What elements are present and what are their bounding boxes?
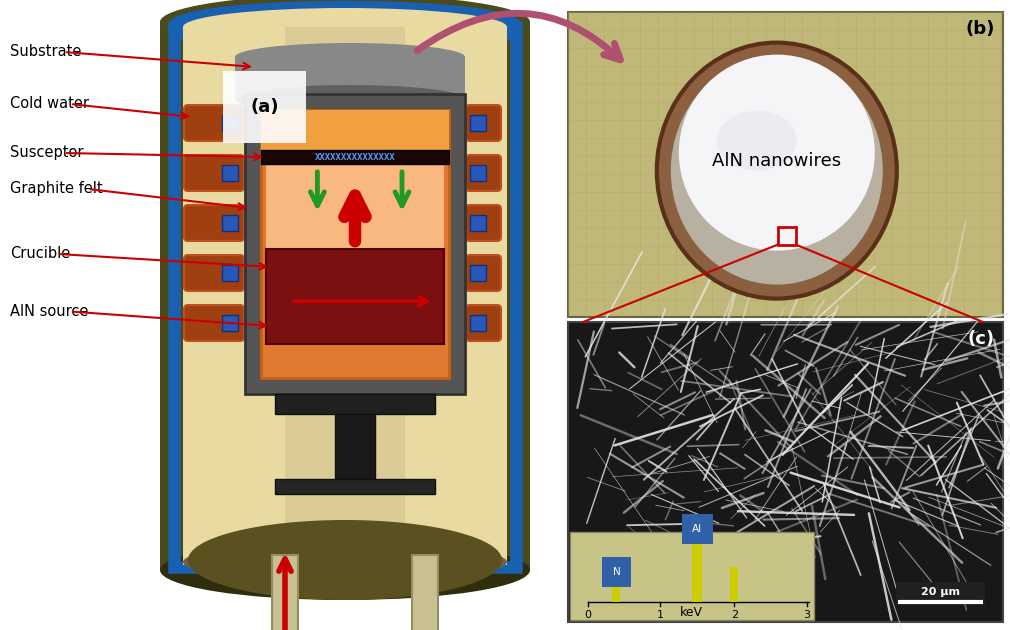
Ellipse shape: [183, 542, 507, 582]
Text: 3: 3: [803, 610, 810, 620]
FancyBboxPatch shape: [261, 110, 449, 150]
Text: (a): (a): [250, 98, 279, 116]
Text: Crucible: Crucible: [10, 246, 71, 261]
Text: 20 μm: 20 μm: [921, 587, 959, 597]
Ellipse shape: [235, 85, 465, 113]
Text: (b): (b): [966, 20, 995, 38]
FancyBboxPatch shape: [612, 580, 620, 602]
Text: 2: 2: [731, 610, 738, 620]
FancyBboxPatch shape: [235, 57, 465, 99]
FancyBboxPatch shape: [568, 322, 1003, 622]
FancyBboxPatch shape: [470, 265, 486, 281]
FancyBboxPatch shape: [222, 115, 238, 131]
FancyBboxPatch shape: [184, 155, 244, 191]
Text: (c): (c): [968, 330, 995, 348]
Ellipse shape: [160, 0, 530, 50]
FancyBboxPatch shape: [470, 165, 486, 181]
FancyBboxPatch shape: [466, 105, 501, 141]
FancyBboxPatch shape: [222, 315, 238, 331]
Text: Susceptor: Susceptor: [10, 146, 84, 161]
FancyBboxPatch shape: [570, 532, 814, 620]
Text: AlN source: AlN source: [10, 304, 89, 319]
FancyBboxPatch shape: [266, 249, 444, 344]
FancyBboxPatch shape: [470, 215, 486, 231]
FancyBboxPatch shape: [568, 12, 1003, 317]
FancyBboxPatch shape: [730, 567, 738, 602]
FancyBboxPatch shape: [275, 479, 435, 494]
Ellipse shape: [188, 520, 502, 600]
Text: Cold water: Cold water: [10, 96, 89, 112]
FancyBboxPatch shape: [184, 255, 244, 291]
FancyBboxPatch shape: [222, 165, 238, 181]
Ellipse shape: [183, 8, 507, 46]
FancyBboxPatch shape: [470, 315, 486, 331]
FancyBboxPatch shape: [692, 537, 702, 602]
FancyBboxPatch shape: [261, 150, 449, 164]
FancyBboxPatch shape: [412, 555, 438, 630]
Text: 0: 0: [585, 610, 592, 620]
Ellipse shape: [160, 540, 530, 600]
FancyBboxPatch shape: [184, 305, 244, 341]
Ellipse shape: [671, 57, 883, 285]
Text: Substrate: Substrate: [10, 45, 82, 59]
FancyBboxPatch shape: [466, 255, 501, 291]
FancyBboxPatch shape: [184, 105, 244, 141]
Ellipse shape: [235, 43, 465, 71]
Ellipse shape: [656, 43, 897, 299]
FancyBboxPatch shape: [285, 27, 405, 565]
FancyBboxPatch shape: [896, 582, 985, 604]
FancyBboxPatch shape: [222, 215, 238, 231]
Text: XXXXXXXXXXXXXXX: XXXXXXXXXXXXXXX: [315, 152, 395, 161]
FancyBboxPatch shape: [470, 115, 486, 131]
FancyBboxPatch shape: [466, 205, 501, 241]
FancyBboxPatch shape: [245, 94, 465, 394]
Text: 1: 1: [656, 610, 664, 620]
FancyBboxPatch shape: [261, 110, 449, 378]
Ellipse shape: [679, 55, 875, 251]
FancyBboxPatch shape: [266, 164, 444, 249]
Text: N: N: [612, 567, 620, 577]
FancyBboxPatch shape: [183, 27, 507, 565]
Ellipse shape: [717, 111, 797, 171]
FancyBboxPatch shape: [335, 414, 375, 479]
Text: AlN nanowires: AlN nanowires: [712, 152, 841, 169]
FancyBboxPatch shape: [466, 155, 501, 191]
FancyBboxPatch shape: [222, 265, 238, 281]
FancyBboxPatch shape: [184, 205, 244, 241]
FancyBboxPatch shape: [272, 555, 298, 630]
FancyBboxPatch shape: [466, 305, 501, 341]
FancyBboxPatch shape: [160, 22, 530, 570]
Text: keV: keV: [681, 606, 703, 619]
Text: Graphite felt: Graphite felt: [10, 181, 103, 197]
Text: Al: Al: [692, 524, 702, 534]
FancyBboxPatch shape: [275, 394, 435, 414]
